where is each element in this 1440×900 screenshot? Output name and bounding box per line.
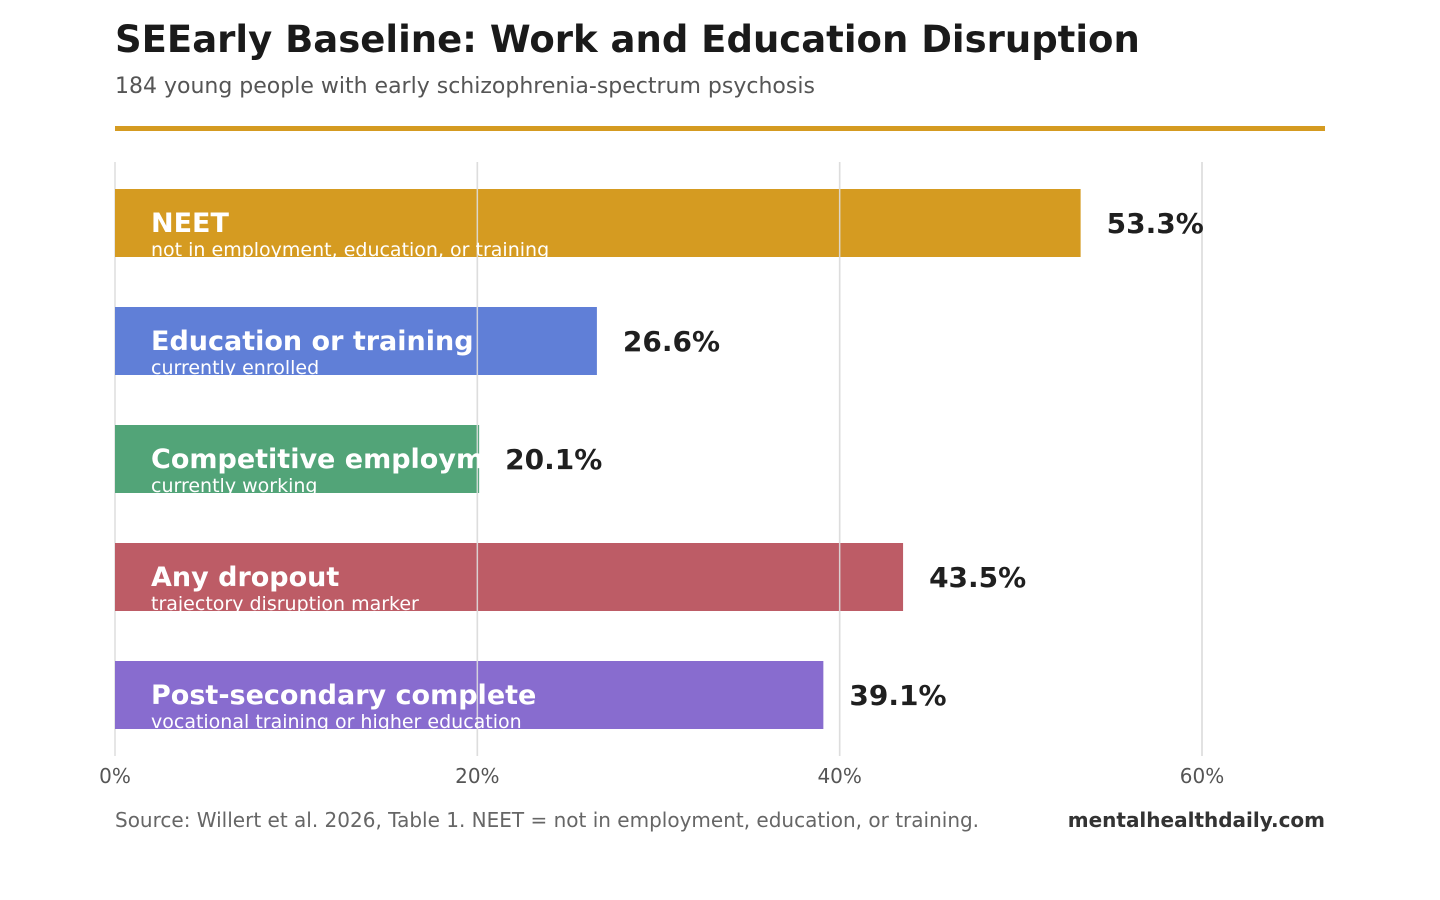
- bar-category-label: Competitive employment: [151, 444, 535, 475]
- bar-sublabel: not in employment, education, or trainin…: [151, 239, 549, 261]
- x-tick-label: 20%: [455, 764, 499, 788]
- chart-title: SEEarly Baseline: Work and Education Dis…: [115, 18, 1140, 61]
- bar-sublabel: trajectory disruption marker: [151, 593, 419, 615]
- bar-value-label: 26.6%: [623, 325, 720, 358]
- chart-subtitle: 184 young people with early schizophreni…: [115, 74, 815, 99]
- brand-link[interactable]: mentalhealthdaily.com: [1067, 808, 1325, 832]
- bar-category-label: Education or training: [151, 326, 474, 357]
- gridline-overlay: [476, 162, 1203, 756]
- x-tick-label: 60%: [1180, 764, 1224, 788]
- bar-value-label: 39.1%: [849, 679, 946, 712]
- bars: [115, 189, 1081, 729]
- bar: [115, 661, 824, 729]
- bar: [115, 543, 904, 611]
- bar-category-label: Any dropout: [151, 562, 339, 593]
- bar: [115, 189, 1081, 257]
- bar-value-label: 20.1%: [505, 443, 602, 476]
- bar-sublabel: currently working: [151, 475, 317, 497]
- bar-value-label: 53.3%: [1107, 207, 1204, 240]
- accent-divider: [115, 126, 1325, 131]
- source-note: Source: Willert et al. 2026, Table 1. NE…: [115, 808, 980, 832]
- bar-sublabel: vocational training or higher education: [151, 711, 522, 733]
- x-axis-ticks: 0% 20% 40% 60%: [99, 764, 1224, 788]
- x-tick-label: 40%: [817, 764, 861, 788]
- bar: [115, 307, 597, 375]
- x-tick-label: 0%: [99, 764, 131, 788]
- bar-category-label: NEET: [151, 208, 229, 239]
- bar-sublabel: currently enrolled: [151, 357, 319, 379]
- bar-value-label: 43.5%: [929, 561, 1026, 594]
- bar: [115, 425, 480, 493]
- bar-category-label: Post-secondary complete: [151, 680, 536, 711]
